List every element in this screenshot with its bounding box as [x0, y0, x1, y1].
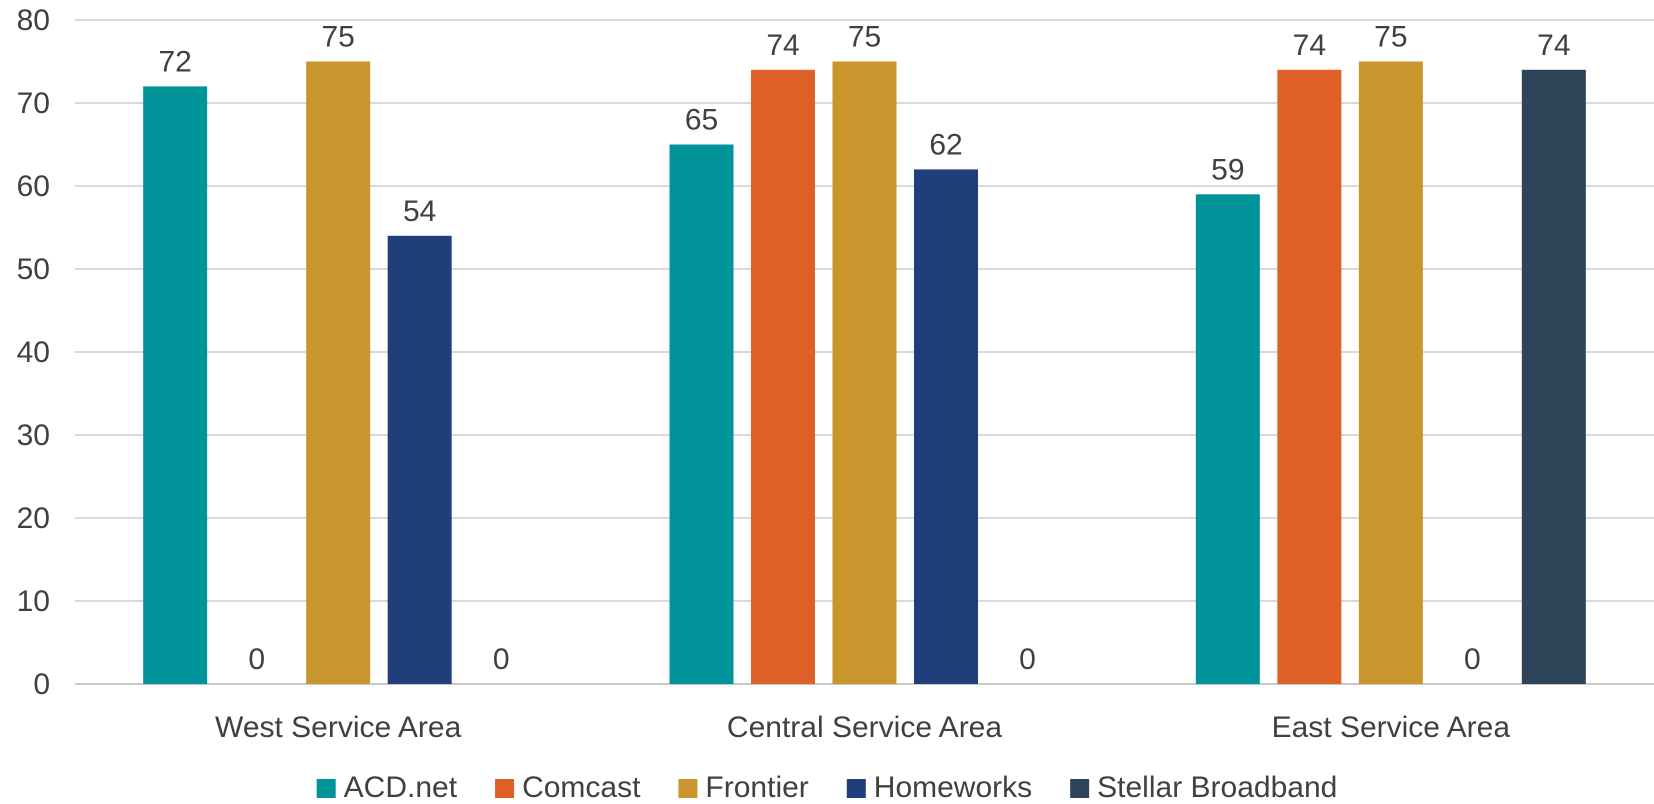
data-label: 75 — [848, 21, 881, 54]
data-label: 62 — [929, 128, 962, 161]
data-label: 59 — [1211, 153, 1244, 186]
bar — [1521, 69, 1586, 685]
data-label: 75 — [321, 21, 354, 54]
bar — [751, 69, 815, 685]
data-label: 0 — [1464, 643, 1481, 676]
y-tick-label: 10 — [17, 585, 50, 618]
y-tick-label: 20 — [17, 502, 50, 535]
data-label: 74 — [1537, 29, 1570, 62]
y-tick-label: 60 — [17, 170, 50, 203]
x-tick-label: Central Service Area — [727, 711, 1002, 744]
bar — [669, 144, 734, 684]
legend-item: Comcast — [495, 771, 641, 804]
bar — [1195, 194, 1260, 685]
bar — [306, 61, 371, 684]
data-label: 0 — [1019, 643, 1036, 676]
legend-swatch — [678, 779, 698, 798]
legend-label: ACD.net — [344, 771, 458, 804]
legend-item: Homeworks — [846, 771, 1032, 804]
bar — [1277, 69, 1342, 685]
x-axis: West Service Area Central Service Area Eas… — [215, 711, 1510, 744]
bar — [387, 235, 452, 685]
data-label: 72 — [158, 45, 191, 78]
legend-swatch — [495, 779, 515, 798]
legend: ACD.net Comcast Frontier Homeworks Stellar B… — [316, 771, 1337, 804]
data-labels: 72 0 75 54 0 65 74 75 62 0 59 74 75 0 74 — [158, 21, 1570, 677]
data-label: 0 — [493, 643, 510, 676]
data-label: 54 — [403, 195, 436, 228]
legend-label: Stellar Broadband — [1097, 771, 1337, 804]
legend-swatch — [316, 779, 336, 798]
legend-label: Homeworks — [874, 771, 1032, 804]
data-label: 65 — [685, 104, 718, 137]
y-axis: 0 10 20 30 40 50 60 70 80 — [17, 4, 50, 701]
bar — [143, 86, 208, 684]
bar — [1358, 61, 1423, 684]
y-tick-label: 30 — [17, 419, 50, 452]
legend-swatch — [1070, 779, 1090, 798]
data-label: 0 — [248, 643, 265, 676]
y-tick-label: 50 — [17, 253, 50, 286]
legend-swatch — [846, 779, 866, 798]
y-tick-label: 40 — [17, 336, 50, 369]
y-tick-label: 70 — [17, 87, 50, 120]
legend-item: ACD.net — [316, 771, 458, 804]
legend-item: Stellar Broadband — [1070, 771, 1337, 804]
bar — [914, 169, 978, 684]
x-tick-label: East Service Area — [1272, 711, 1511, 744]
data-label: 75 — [1374, 21, 1407, 54]
legend-label: Comcast — [522, 771, 641, 804]
x-tick-label: West Service Area — [215, 711, 462, 744]
data-label: 74 — [1293, 29, 1326, 62]
legend-item: Frontier — [678, 771, 809, 804]
y-tick-label: 80 — [17, 4, 50, 37]
bar — [832, 61, 897, 684]
y-tick-label: 0 — [33, 668, 50, 701]
data-label: 74 — [766, 29, 799, 62]
bars — [143, 61, 1586, 685]
legend-label: Frontier — [705, 771, 808, 804]
